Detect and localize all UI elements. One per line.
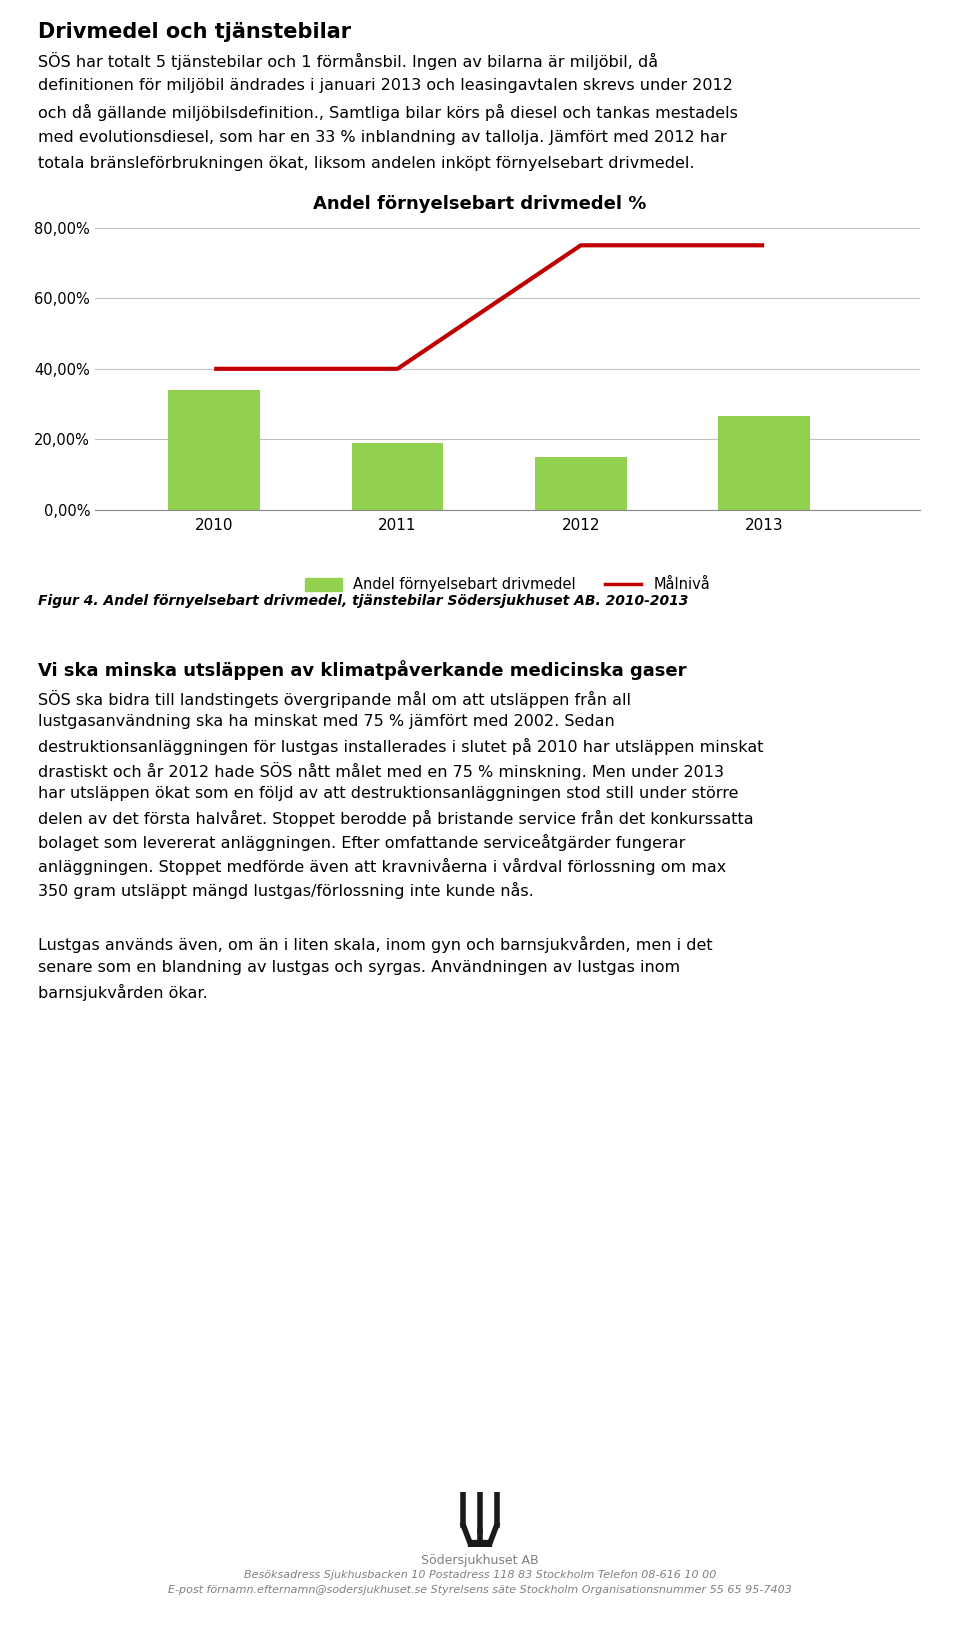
Text: Vi ska minska utsläppen av klimatpåverkande medicinska gaser: Vi ska minska utsläppen av klimatpåverka… — [38, 660, 686, 680]
Text: SÖS har totalt 5 tjänstebilar och 1 förmånsbil. Ingen av bilarna är miljöbil, då: SÖS har totalt 5 tjänstebilar och 1 förm… — [38, 53, 659, 71]
Text: Drivmedel och tjänstebilar: Drivmedel och tjänstebilar — [38, 21, 351, 43]
Text: med evolutionsdiesel, som har en 33 % inblandning av tallolja. Jämfört med 2012 : med evolutionsdiesel, som har en 33 % in… — [38, 130, 727, 145]
Text: bolaget som levererat anläggningen. Efter omfattande serviceåtgärder fungerar: bolaget som levererat anläggningen. Efte… — [38, 835, 685, 851]
Text: Besöksadress Sjukhusbacken 10 Postadress 118 83 Stockholm Telefon 08-616 10 00: Besöksadress Sjukhusbacken 10 Postadress… — [244, 1571, 716, 1581]
Text: SÖS ska bidra till landstingets övergripande mål om att utsläppen från all: SÖS ska bidra till landstingets övergrip… — [38, 690, 631, 708]
Text: och då gällande miljöbilsdefinition., Samtliga bilar körs på diesel och tankas m: och då gällande miljöbilsdefinition., Sa… — [38, 104, 738, 122]
Text: destruktionsanläggningen för lustgas installerades i slutet på 2010 har utsläppe: destruktionsanläggningen för lustgas ins… — [38, 738, 763, 756]
Text: delen av det första halvåret. Stoppet berodde på bristande service från det konk: delen av det första halvåret. Stoppet be… — [38, 810, 754, 826]
Text: barnsjukvården ökar.: barnsjukvården ökar. — [38, 984, 207, 1001]
Text: totala bränsleförbrukningen ökat, liksom andelen inköpt förnyelsebart drivmedel.: totala bränsleförbrukningen ökat, liksom… — [38, 156, 694, 171]
Text: 350 gram utsläppt mängd lustgas/förlossning inte kunde nås.: 350 gram utsläppt mängd lustgas/förlossn… — [38, 882, 534, 899]
Text: Södersjukhuset AB: Södersjukhuset AB — [421, 1554, 539, 1567]
Text: anläggningen. Stoppet medförde även att kravnivåerna i vårdval förlossning om ma: anläggningen. Stoppet medförde även att … — [38, 858, 727, 876]
Text: senare som en blandning av lustgas och syrgas. Användningen av lustgas inom: senare som en blandning av lustgas och s… — [38, 960, 680, 974]
Text: lustgasanvändning ska ha minskat med 75 % jämfört med 2002. Sedan: lustgasanvändning ska ha minskat med 75 … — [38, 715, 614, 729]
Text: Figur 4. Andel förnyelsebart drivmedel, tjänstebilar Södersjukhuset AB. 2010-201: Figur 4. Andel förnyelsebart drivmedel, … — [38, 595, 688, 608]
Text: definitionen för miljöbil ändrades i januari 2013 och leasingavtalen skrevs unde: definitionen för miljöbil ändrades i jan… — [38, 77, 732, 94]
Bar — [718, 416, 810, 509]
Text: E-post förnamn.efternamn@sodersjukhuset.se Styrelsens säte Stockholm Organisatio: E-post förnamn.efternamn@sodersjukhuset.… — [168, 1585, 792, 1595]
Text: Andel förnyelsebart drivmedel %: Andel förnyelsebart drivmedel % — [313, 196, 647, 214]
Text: Lustgas används även, om än i liten skala, inom gyn och barnsjukvården, men i de: Lustgas används även, om än i liten skal… — [38, 937, 712, 953]
Bar — [535, 457, 627, 509]
Legend: Andel förnyelsebart drivmedel, Målnivå: Andel förnyelsebart drivmedel, Målnivå — [305, 577, 709, 591]
Bar — [168, 389, 260, 509]
Text: drastiskt och år 2012 hade SÖS nått målet med en 75 % minskning. Men under 2013: drastiskt och år 2012 hade SÖS nått måle… — [38, 762, 724, 780]
Text: har utsläppen ökat som en följd av att destruktionsanläggningen stod still under: har utsläppen ökat som en följd av att d… — [38, 785, 738, 802]
Bar — [351, 444, 444, 509]
